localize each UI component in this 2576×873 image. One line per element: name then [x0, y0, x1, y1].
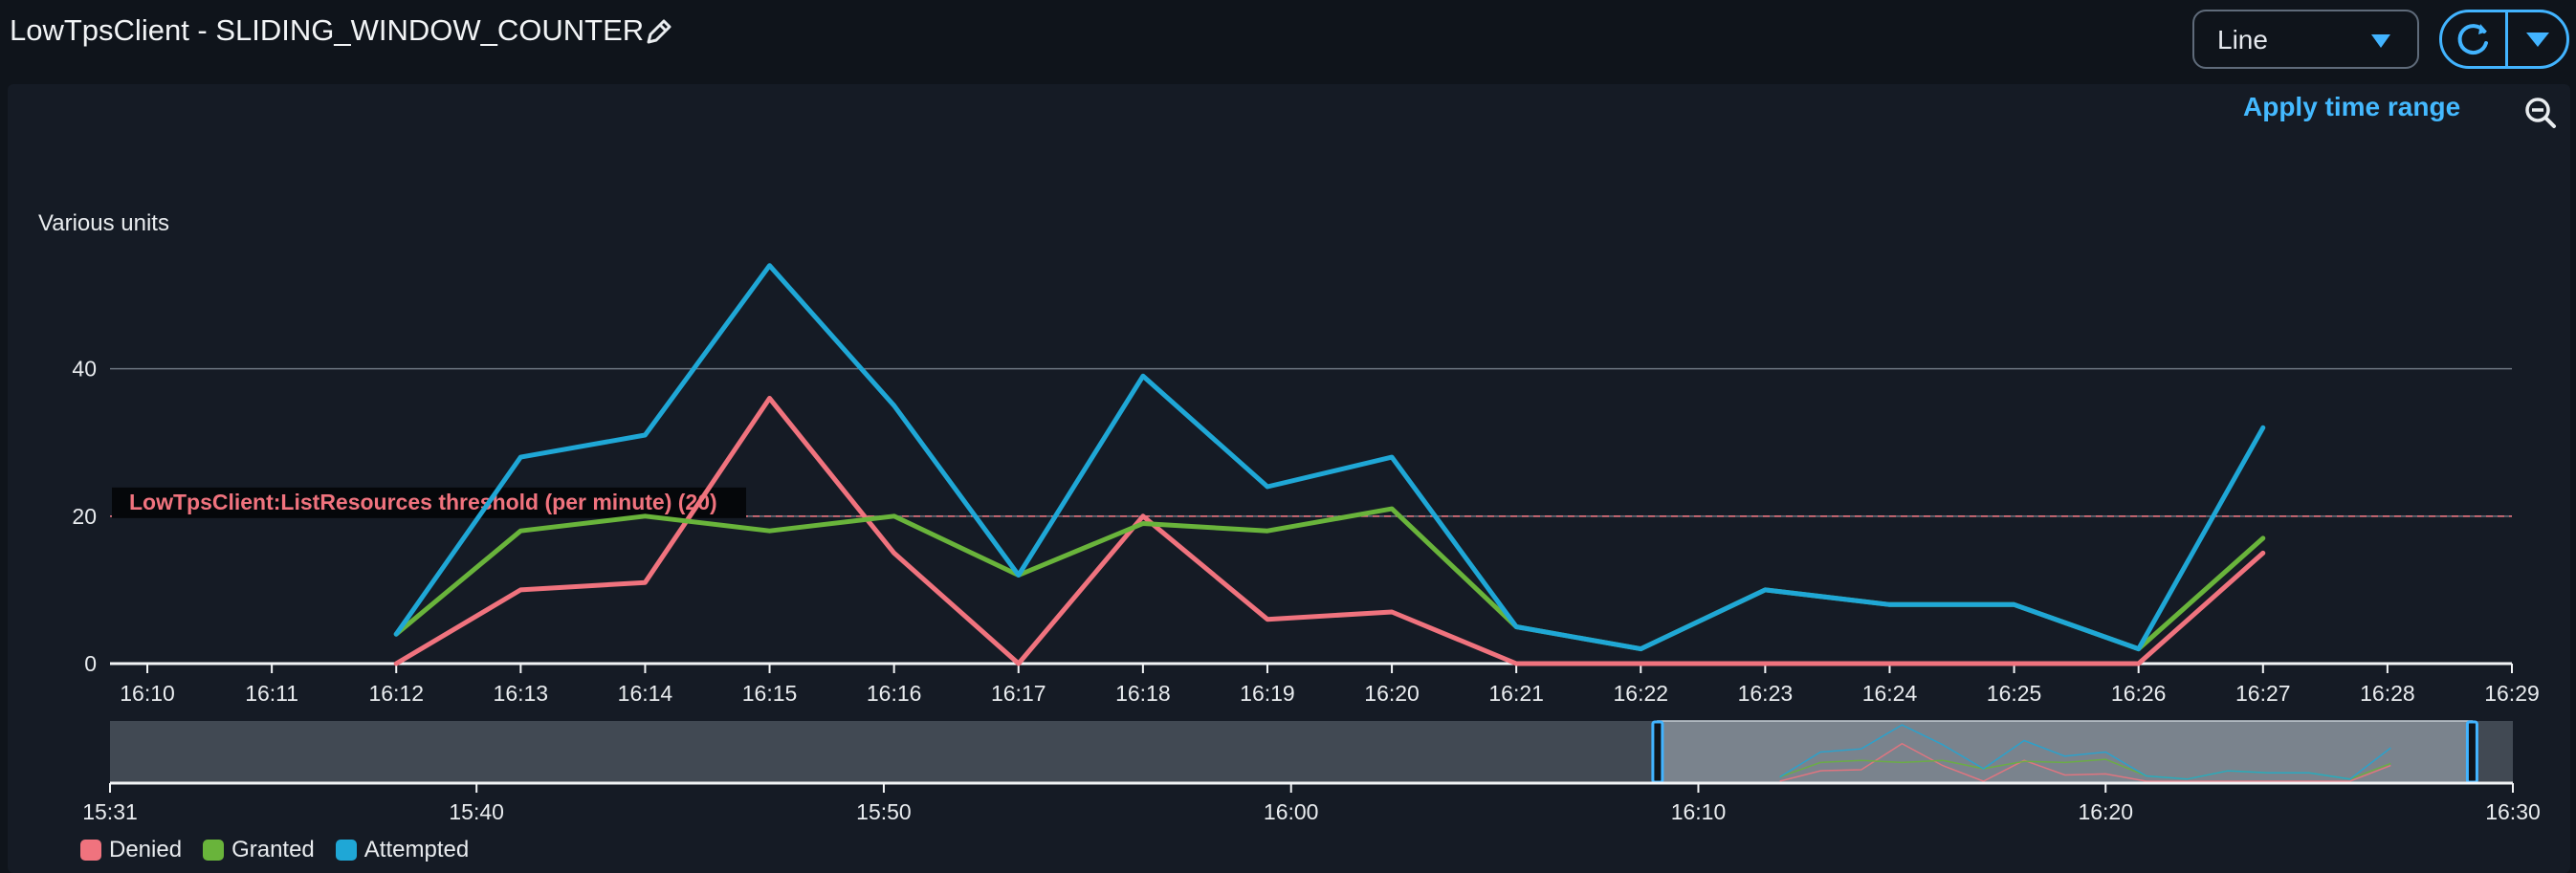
navigator-tick-label: 16:10 [1671, 799, 1727, 824]
series-line-denied[interactable] [393, 396, 2266, 666]
x-tick-label: 16:14 [618, 681, 673, 706]
legend-label: Attempted [363, 837, 470, 862]
series-line-attempted[interactable] [393, 263, 2266, 652]
chart-legend: Denied Granted Attempted [80, 836, 469, 864]
navigator-tick-label: 16:00 [1264, 799, 1319, 824]
y-tick-label: 20 [72, 504, 97, 529]
navigator-tick-label: 15:31 [82, 799, 138, 824]
navigator-handle-right[interactable] [2465, 720, 2478, 784]
y-axis-label: Various units [38, 210, 169, 236]
legend-label: Denied [109, 837, 183, 862]
x-tick-label: 16:22 [1613, 681, 1668, 706]
x-tick-label: 16:13 [494, 681, 549, 706]
navigator-tick-label: 15:50 [856, 799, 912, 824]
x-tick-label: 16:11 [245, 681, 298, 706]
x-tick-label: 16:16 [867, 681, 922, 706]
x-tick-label: 16:27 [2235, 681, 2291, 706]
x-tick-label: 16:24 [1862, 681, 1918, 706]
x-tick-label: 16:10 [120, 681, 175, 706]
legend-item-denied[interactable]: Denied [80, 837, 182, 863]
refresh-options-caret-icon[interactable] [2508, 12, 2566, 66]
y-tick-label: 40 [72, 357, 97, 382]
legend-label: Granted [231, 837, 315, 862]
apply-time-range-link[interactable]: Apply time range [2243, 92, 2461, 121]
threshold-label: LowTpsClient:ListResources threshold (pe… [129, 490, 717, 514]
navigator-tick-label: 16:20 [2078, 799, 2133, 824]
x-tick-label: 16:29 [2484, 681, 2540, 706]
refresh-separator [2505, 12, 2508, 66]
legend-swatch [335, 840, 357, 861]
refresh-icon[interactable] [2442, 12, 2505, 66]
page-title: LowTpsClient - SLIDING_WINDOW_COUNTER [10, 13, 645, 47]
x-tick-label: 16:18 [1115, 681, 1171, 706]
pencil-icon[interactable] [643, 15, 675, 48]
x-tick-label: 16:28 [2360, 681, 2415, 706]
legend-swatch [80, 840, 101, 861]
navigator-tick-label: 15:40 [449, 799, 504, 824]
series-line-granted[interactable] [393, 506, 2266, 652]
x-tick-label: 16:25 [1987, 681, 2042, 706]
navigator-series-attempted [1779, 724, 2391, 780]
refresh-button-group [2439, 10, 2569, 69]
caret-down-icon [2371, 34, 2390, 48]
x-tick-label: 16:21 [1488, 681, 1544, 706]
header: LowTpsClient - SLIDING_WINDOW_COUNTER Li… [0, 0, 2576, 76]
chart-type-select[interactable]: Line [2192, 10, 2419, 69]
x-tick-label: 16:12 [368, 681, 424, 706]
threshold-label-bg [112, 487, 746, 518]
y-tick-label: 0 [84, 651, 97, 676]
navigator-tick-label: 16:30 [2485, 799, 2541, 824]
legend-item-attempted[interactable]: Attempted [335, 837, 470, 863]
x-tick-label: 16:26 [2111, 681, 2167, 706]
x-tick-label: 16:19 [1240, 681, 1295, 706]
x-tick-label: 16:23 [1738, 681, 1794, 706]
x-tick-label: 16:15 [742, 681, 798, 706]
legend-swatch [203, 840, 225, 861]
navigator-series-denied [1779, 742, 2391, 782]
navigator-selection[interactable] [1657, 720, 2474, 784]
chart-type-value: Line [2217, 25, 2268, 55]
x-tick-label: 16:17 [991, 681, 1046, 706]
zoom-out-icon[interactable] [2523, 96, 2558, 130]
x-tick-label: 16:20 [1364, 681, 1420, 706]
legend-item-granted[interactable]: Granted [203, 837, 315, 863]
navigator-handle-left[interactable] [1651, 720, 1664, 784]
